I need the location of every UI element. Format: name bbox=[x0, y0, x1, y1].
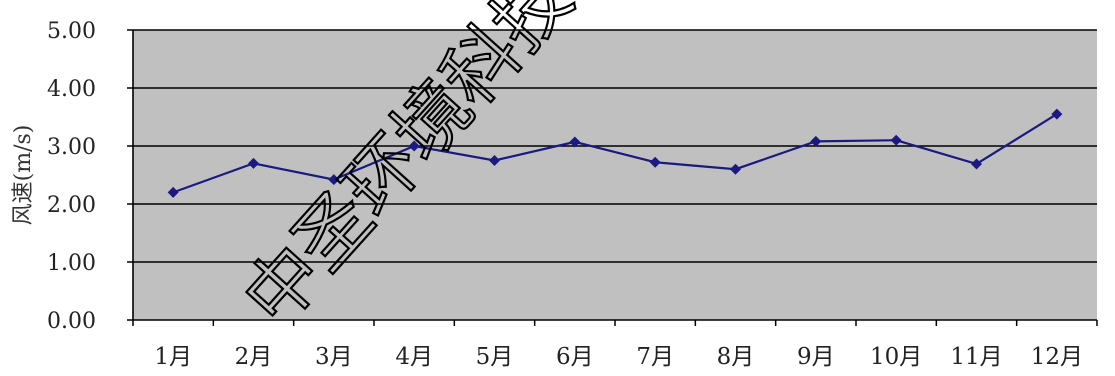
x-tick-label: 1月 bbox=[154, 344, 192, 370]
x-tick-label: 8月 bbox=[717, 344, 755, 370]
data-point bbox=[1051, 108, 1063, 120]
series-line bbox=[172, 113, 1058, 194]
data-point bbox=[730, 163, 741, 175]
data-point bbox=[248, 157, 259, 169]
x-tick-label: 3月 bbox=[315, 344, 353, 370]
y-tick-label: 3.00 bbox=[47, 135, 96, 160]
y-tick-labels: 0.00 1.00 2.00 3.00 4.00 5.00 bbox=[47, 19, 96, 334]
y-tick-label: 4.00 bbox=[47, 77, 96, 102]
x-tick-labels: 1月 2月 3月 4月 5月 6月 7月 8月 9月 10月 11月 12月 bbox=[154, 344, 1083, 370]
x-tick-label: 4月 bbox=[395, 344, 433, 370]
x-tick-label: 2月 bbox=[235, 344, 273, 370]
data-point bbox=[167, 186, 179, 198]
series-group bbox=[167, 108, 1063, 198]
x-tick-label: 9月 bbox=[797, 344, 835, 370]
x-tick-label: 11月 bbox=[950, 344, 1002, 370]
data-point bbox=[649, 156, 661, 168]
x-tick-label: 7月 bbox=[636, 344, 674, 370]
data-point bbox=[810, 135, 822, 147]
data-point bbox=[489, 155, 500, 166]
y-tick-label: 0.00 bbox=[47, 309, 96, 334]
y-tick-label: 2.00 bbox=[47, 193, 96, 218]
x-tick-label: 12月 bbox=[1031, 344, 1083, 370]
data-point bbox=[971, 158, 982, 170]
data-point bbox=[328, 174, 340, 186]
data-point bbox=[569, 136, 581, 148]
data-point bbox=[890, 134, 902, 146]
x-tick-label: 5月 bbox=[476, 344, 514, 370]
x-tick-label: 6月 bbox=[556, 344, 594, 370]
plot-area bbox=[133, 30, 1097, 320]
y-tick-label: 1.00 bbox=[47, 251, 96, 276]
x-tick-label: 10月 bbox=[870, 344, 922, 370]
gridlines bbox=[127, 29, 1097, 321]
data-point bbox=[408, 140, 420, 152]
axes bbox=[132, 30, 1098, 326]
y-axis-label: 风速(m/s) bbox=[11, 125, 36, 226]
y-tick-label: 5.00 bbox=[47, 19, 96, 44]
